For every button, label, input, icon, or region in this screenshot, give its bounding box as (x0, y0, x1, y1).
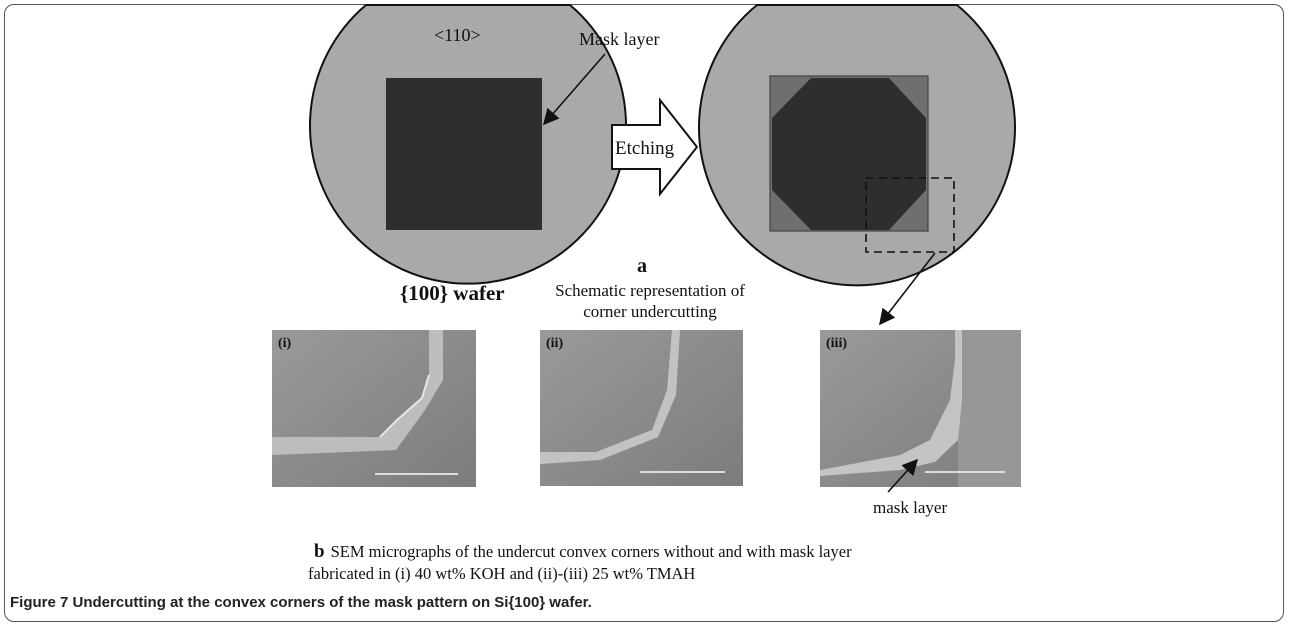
panel-b-line2: fabricated in (i) 40 wt% KOH and (ii)-(i… (308, 564, 696, 583)
etched-octagon (772, 78, 926, 230)
sem-label-i: (i) (278, 336, 292, 351)
sem-image-ii: (ii) (540, 330, 743, 486)
mask-annotation-label: mask layer (873, 498, 947, 517)
zoom-arrow (879, 252, 936, 326)
mask-layer-label: Mask layer (579, 29, 659, 49)
panel-b-line1: SEM micrographs of the undercut convex c… (330, 542, 852, 561)
zoom-region (865, 177, 955, 253)
mask-layer-arrow (542, 53, 606, 126)
panel-a-letter: a (637, 255, 647, 277)
panel-a-caption-line1: Schematic representation of (555, 281, 745, 300)
panel-b-caption: b SEM micrographs of the undercut convex … (308, 541, 1214, 583)
figure-caption-text: Undercutting at the convex corners of th… (68, 594, 592, 611)
orientation-label: <110> (434, 25, 481, 45)
sem-image-iii: (iii) (820, 330, 1021, 487)
figure-caption-label: Figure 7 (10, 594, 69, 611)
figure-caption: Figure 7 Undercutting at the convex corn… (10, 594, 592, 611)
wafer-label: {100} wafer (400, 281, 505, 305)
figure-frame (4, 4, 1284, 622)
etching-label: Etching (615, 138, 675, 159)
sem-label-ii: (ii) (546, 336, 563, 351)
panel-a-caption-line2: corner undercutting (583, 302, 717, 321)
sem-image-i: (i) (272, 330, 476, 487)
sem-label-iii: (iii) (826, 336, 847, 351)
mask-square (386, 78, 542, 230)
panel-b-letter: b (314, 541, 325, 562)
etching-arrow (611, 97, 699, 197)
mask-annotation-arrow (887, 458, 919, 493)
